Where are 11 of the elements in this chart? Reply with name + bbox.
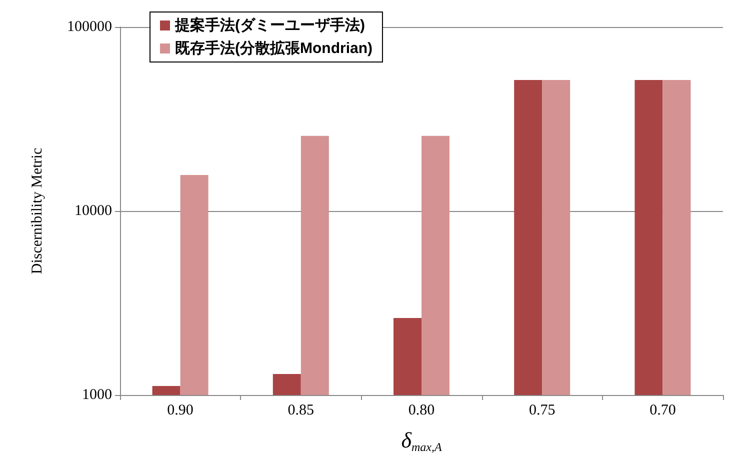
legend-label: 既存手法(分散拡張Mondrian) — [175, 40, 372, 57]
x-tick-label: 0.80 — [408, 402, 435, 418]
x-tick-label: 0.75 — [528, 402, 556, 418]
y-axis-title: Discernibility Metric — [30, 148, 46, 274]
legend-label: 提案手法(ダミーユーザ手法) — [174, 16, 365, 34]
x-tick-label: 0.85 — [288, 402, 314, 418]
x-tick-label: 0.90 — [167, 402, 194, 418]
x-tick-label: 0.70 — [650, 402, 676, 418]
y-tick-label: 10000 — [74, 203, 112, 219]
y-tick-label: 1000 — [82, 387, 112, 403]
y-tick-label: 100000 — [67, 19, 112, 35]
